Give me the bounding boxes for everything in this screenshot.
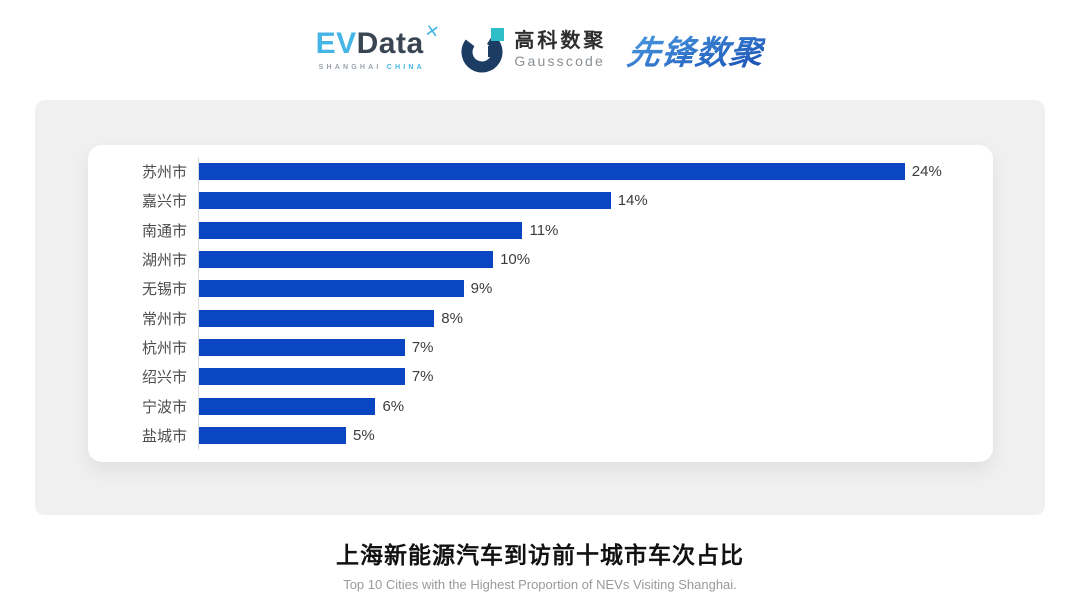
gausscode-cn-text: 高科数聚: [514, 30, 607, 53]
bar-row: 嘉兴市 14%: [88, 186, 993, 216]
xianfeng-logo: 先锋数聚: [625, 26, 768, 74]
chart-subtitle: Top 10 Cities with the Highest Proportio…: [343, 577, 737, 592]
plot-area-row: 10%: [198, 244, 993, 275]
bar: [199, 338, 405, 356]
bar-row: 湖州市 10%: [88, 244, 993, 275]
bar: [199, 221, 523, 239]
evdata-data-text: Data: [356, 27, 424, 60]
bar-row: 南通市 11%: [88, 215, 993, 245]
gausscode-en-text: Gausscode: [514, 53, 606, 70]
category-label: 盐城市: [141, 427, 187, 445]
chart-card: 苏州市 24% 嘉兴市 14% 南通市 11% 湖州市 10% 无锡市 9% 常州市 8% 杭州市 7% 绍…: [88, 145, 993, 462]
bar: [199, 163, 905, 181]
bar-row: 无锡市 9%: [88, 274, 993, 304]
value-label: 8%: [441, 309, 463, 327]
page: EV Data ✕ SHANGHAI CHINA 高科数聚 Gausscode 先锋…: [0, 0, 1080, 592]
chart-panel: 苏州市 24% 嘉兴市 14% 南通市 11% 湖州市 10% 无锡市 9% 常州市 8% 杭州市 7% 绍…: [35, 100, 1045, 515]
bar: [199, 192, 611, 210]
bar: [199, 397, 376, 415]
value-label: 7%: [411, 338, 434, 356]
evdata-ev-text: EV: [315, 27, 357, 60]
value-label: 7%: [411, 368, 434, 386]
plot-area-row: 8%: [198, 303, 993, 333]
evdata-shanghai-text: SHANGHAI: [318, 64, 382, 71]
plot-area-row: 5%: [198, 420, 993, 450]
evdata-wordmark: EV Data ✕: [315, 21, 441, 60]
value-label: 9%: [470, 280, 493, 298]
category-label: 宁波市: [141, 398, 187, 416]
gausscode-wordmark: 高科数聚 Gausscode: [514, 31, 606, 69]
bar-row: 盐城市 5%: [88, 420, 993, 450]
plot-area-row: 7%: [198, 362, 993, 392]
caption: 上海新能源汽车到访前十城市车次占比 Top 10 Cities with the…: [0, 536, 1080, 592]
value-label: 5%: [353, 426, 375, 444]
bar-row: 苏州市 24%: [88, 157, 993, 187]
bar-row: 杭州市 7%: [88, 332, 993, 363]
bar-row: 常州市 8%: [88, 303, 993, 333]
category-label: 杭州市: [141, 339, 187, 357]
gausscode-g-icon: [461, 28, 505, 73]
plot-area-row: 14%: [198, 186, 993, 216]
logo-bar: EV Data ✕ SHANGHAI CHINA 高科数聚 Gausscode 先锋…: [0, 0, 1080, 100]
plot-area-row: 11%: [198, 215, 993, 245]
category-label: 南通市: [141, 222, 187, 240]
bar: [199, 426, 347, 444]
category-label: 绍兴市: [141, 369, 187, 387]
category-label: 嘉兴市: [141, 193, 187, 211]
chart-title: 上海新能源汽车到访前十城市车次占比: [336, 542, 744, 568]
bar: [199, 368, 405, 386]
bar: [199, 309, 435, 327]
bar-row: 绍兴市 7%: [88, 362, 993, 392]
category-label: 无锡市: [141, 281, 187, 299]
value-label: 24%: [911, 163, 942, 181]
bar-chart: 苏州市 24% 嘉兴市 14% 南通市 11% 湖州市 10% 无锡市 9% 常州市 8% 杭州市 7% 绍…: [88, 157, 993, 450]
evdata-subtext: SHANGHAI CHINA: [319, 64, 425, 71]
plot-area-row: 7%: [198, 332, 993, 363]
category-label: 常州市: [141, 310, 187, 328]
plot-area-row: 9%: [198, 274, 993, 304]
plot-area-row: 24%: [198, 157, 993, 187]
gausscode-logo: 高科数聚 Gausscode: [461, 27, 606, 73]
value-label: 6%: [382, 397, 405, 415]
value-label: 10%: [500, 251, 531, 269]
bar: [199, 251, 494, 269]
pinwheel-icon: ✕: [423, 20, 441, 43]
evdata-logo: EV Data ✕ SHANGHAI CHINA: [315, 21, 441, 71]
bar-row: 宁波市 6%: [88, 391, 993, 421]
value-label: 14%: [617, 192, 648, 210]
evdata-china-text: CHINA: [386, 64, 425, 71]
category-label: 湖州市: [141, 252, 187, 270]
plot-area-row: 6%: [198, 391, 993, 421]
category-label: 苏州市: [141, 164, 187, 182]
bar: [199, 280, 464, 298]
value-label: 11%: [529, 221, 559, 239]
